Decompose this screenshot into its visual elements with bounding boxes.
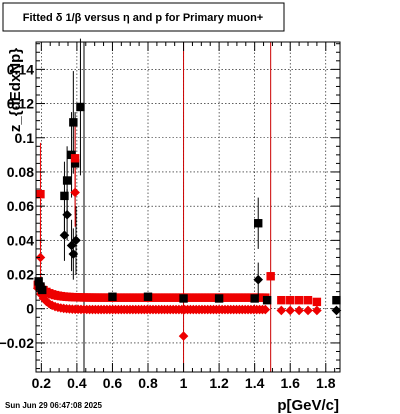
square-point	[277, 295, 286, 305]
band-diamond-point	[260, 304, 271, 315]
axes	[35, 41, 341, 373]
y-tick-labels: −0.02 0 0.02 0.04 0.06 0.08 0.1 0.12 0.14	[0, 61, 34, 351]
square-point	[70, 159, 80, 168]
diamond-point	[331, 305, 342, 316]
x-tick-labels: 0.2 0.4 0.6 0.8 1 1.2 1.4 1.6 1.8	[32, 375, 336, 391]
square-point	[286, 295, 295, 305]
diamond-point	[312, 305, 322, 316]
diamond-point	[70, 187, 80, 198]
x-tick-label: 1.8	[316, 375, 336, 391]
x-axis-title: p[GeV/c]	[277, 397, 339, 414]
diamond-point	[294, 305, 304, 316]
square-point	[34, 277, 43, 286]
x-tick-label: 0.6	[103, 375, 123, 391]
diamond-point	[253, 274, 264, 285]
y-tick-label: −0.02	[0, 335, 34, 351]
y-tick-label: 0.08	[7, 164, 34, 180]
y-tick-label: 0.04	[7, 232, 34, 248]
x-tick-label: 1.2	[209, 375, 229, 391]
square-point	[250, 294, 259, 303]
y-tick-label: 0.12	[7, 96, 34, 112]
title-frame	[2, 2, 285, 32]
square-point	[303, 295, 313, 305]
square-point	[38, 285, 47, 295]
x-tick-label: 0.8	[138, 375, 158, 391]
diamond-point	[276, 305, 287, 316]
data-points	[34, 102, 342, 341]
y-tick-label: 0.06	[7, 198, 34, 214]
square-point	[76, 102, 85, 112]
x-tick-label: 1.6	[280, 375, 300, 391]
y-tick-label: 0.14	[7, 61, 34, 77]
square-point	[254, 219, 263, 228]
reference-lines	[83, 42, 272, 372]
square-point	[214, 294, 224, 303]
plot-frame	[35, 41, 341, 373]
x-tick-label: 0.2	[32, 375, 52, 391]
band-diamond-point	[41, 296, 52, 307]
square-point	[36, 189, 45, 199]
square-point	[294, 295, 304, 305]
square-point	[266, 272, 275, 281]
diamond-point	[68, 249, 79, 259]
title-box: Fitted δ 1/β versus η and p for Primary …	[2, 2, 285, 32]
diamond-point	[303, 305, 313, 316]
x-tick-label: 1	[180, 375, 188, 391]
diamond-point	[285, 305, 296, 316]
square-point	[143, 292, 153, 301]
y-tick-label: 0.1	[15, 130, 35, 146]
diamond-point	[71, 235, 81, 246]
diamond-point	[178, 331, 189, 341]
y-tick-label: 0	[26, 301, 34, 317]
square-point	[262, 295, 272, 305]
band-diamond-point	[38, 293, 49, 304]
square-point	[60, 191, 69, 201]
square-point	[108, 292, 117, 301]
square-point	[70, 154, 80, 163]
x-tick-label: 1.4	[245, 375, 265, 391]
diamond-point	[59, 230, 70, 241]
footer-timestamp: Sun Jun 29 06:47:08 2025	[5, 401, 102, 410]
diamond-point	[62, 209, 72, 220]
square-point	[312, 297, 322, 307]
x-tick-label: 0.4	[67, 375, 87, 391]
y-axis-title: z_{dEdxNp}	[7, 48, 24, 132]
diamond-point	[35, 252, 46, 263]
y-tick-label: 0.02	[7, 267, 34, 283]
square-point	[69, 118, 78, 127]
square-point	[62, 176, 72, 185]
chart-title: Fitted δ 1/β versus η and p for Primary …	[23, 12, 263, 24]
square-point	[179, 294, 188, 303]
